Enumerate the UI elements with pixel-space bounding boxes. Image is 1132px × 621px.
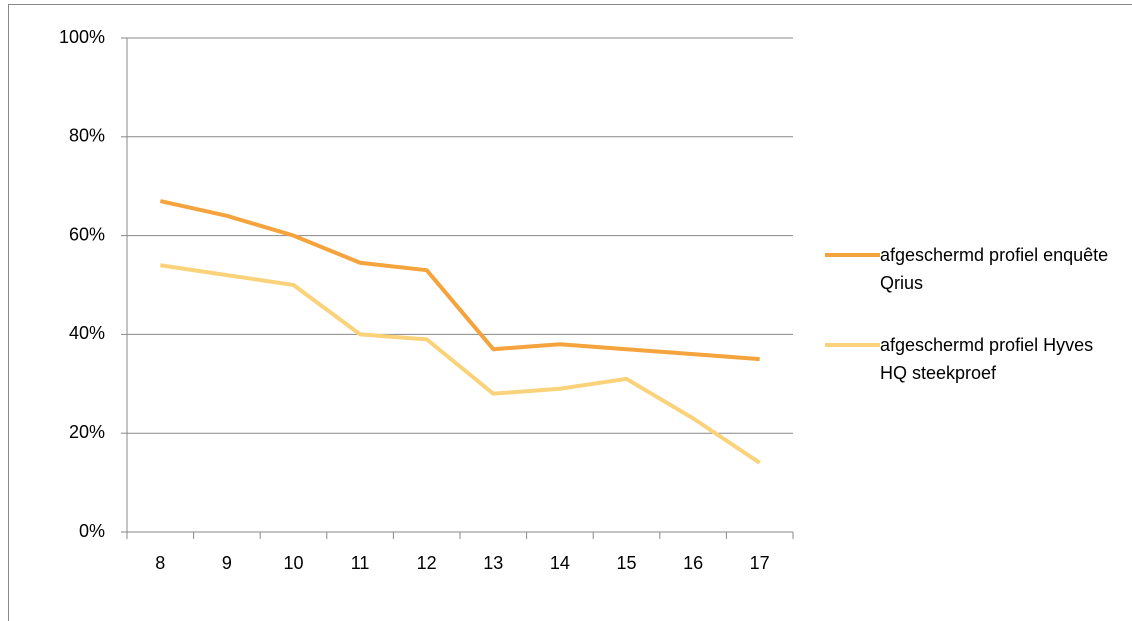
- x-tick-label: 15: [616, 553, 636, 573]
- legend-label: afgeschermd profiel Hyves HQ steekproef: [880, 335, 1094, 383]
- x-tick-label: 8: [155, 553, 165, 573]
- y-tick-label: 60%: [69, 224, 105, 244]
- series-line: [159, 199, 760, 362]
- x-tick-label: 10: [283, 553, 303, 573]
- x-tick-label: 12: [417, 553, 437, 573]
- y-tick-label: 100%: [59, 27, 105, 47]
- x-tick-label: 17: [750, 553, 770, 573]
- x-tick-label: 11: [351, 553, 370, 573]
- y-tick-label: 0%: [79, 521, 105, 541]
- x-tick-label: 14: [550, 553, 570, 573]
- series-line: [160, 263, 761, 465]
- y-tick-label: 40%: [69, 323, 105, 343]
- x-tick-label: 13: [483, 553, 503, 573]
- y-tick-label: 80%: [69, 126, 105, 146]
- legend-label: afgeschermd profiel enquête Qrius: [880, 245, 1109, 293]
- x-tick-label: 9: [222, 553, 232, 573]
- y-tick-label: 20%: [69, 422, 105, 442]
- x-tick-label: 16: [683, 553, 703, 573]
- chart-border: [8, 4, 1132, 621]
